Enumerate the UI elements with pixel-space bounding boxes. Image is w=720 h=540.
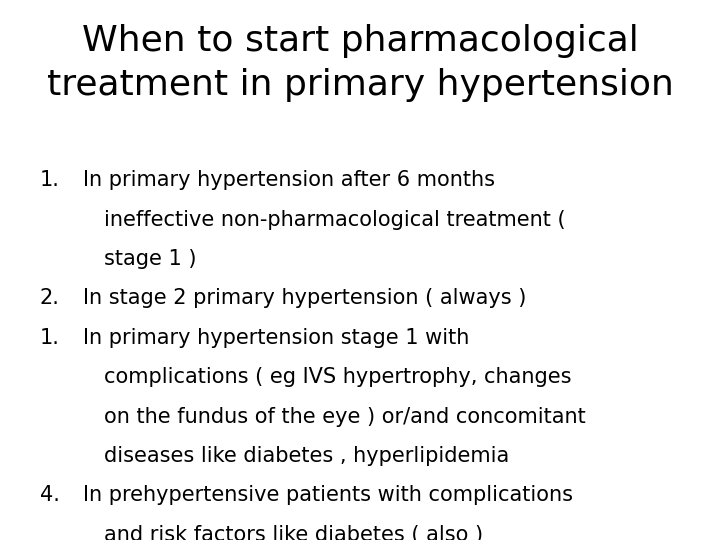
Text: 1.: 1. — [40, 170, 60, 190]
Text: on the fundus of the eye ) or/and concomitant: on the fundus of the eye ) or/and concom… — [104, 407, 586, 427]
Text: complications ( eg IVS hypertrophy, changes: complications ( eg IVS hypertrophy, chan… — [104, 367, 572, 387]
Text: stage 1 ): stage 1 ) — [104, 249, 197, 269]
Text: In prehypertensive patients with complications: In prehypertensive patients with complic… — [83, 485, 573, 505]
Text: ineffective non-pharmacological treatment (: ineffective non-pharmacological treatmen… — [104, 210, 566, 230]
Text: 4.: 4. — [40, 485, 60, 505]
Text: 1.: 1. — [40, 328, 60, 348]
Text: 2.: 2. — [40, 288, 60, 308]
Text: When to start pharmacological
treatment in primary hypertension: When to start pharmacological treatment … — [47, 24, 673, 102]
Text: diseases like diabetes , hyperlipidemia: diseases like diabetes , hyperlipidemia — [104, 446, 510, 466]
Text: In primary hypertension stage 1 with: In primary hypertension stage 1 with — [83, 328, 469, 348]
Text: In primary hypertension after 6 months: In primary hypertension after 6 months — [83, 170, 495, 190]
Text: In stage 2 primary hypertension ( always ): In stage 2 primary hypertension ( always… — [83, 288, 526, 308]
Text: and risk factors like diabetes ( also ): and risk factors like diabetes ( also ) — [104, 525, 484, 540]
